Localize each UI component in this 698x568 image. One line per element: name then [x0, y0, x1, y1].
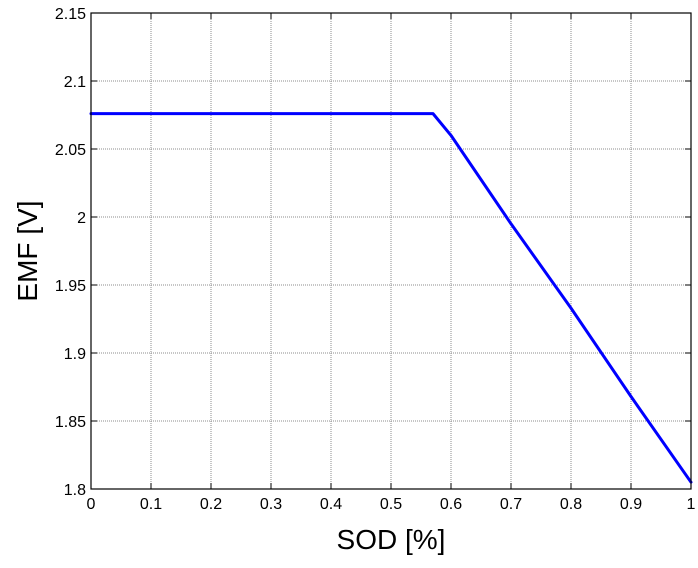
- y-tick-label: 1.9: [64, 346, 86, 363]
- x-tick-label: 0.7: [500, 496, 522, 513]
- series-layer: [89, 112, 693, 484]
- x-tick-label: 0.1: [140, 496, 162, 513]
- ticks: [90, 12, 692, 490]
- x-tick-label: 0.2: [200, 496, 222, 513]
- y-tick-label: 2.15: [55, 6, 86, 23]
- x-tick-label: 0.6: [440, 496, 462, 513]
- tick-labels: 0 0.1 0.2 0.3 0.4 0.5 0.6 0.7 0.8 0.9 1 1.8 1.85 1.9 1…: [55, 6, 696, 513]
- x-tick-label: 1: [687, 496, 696, 513]
- x-tick-label: 0.8: [560, 496, 582, 513]
- grid: [91, 13, 691, 489]
- x-tick-label: 0: [87, 496, 96, 513]
- x-tick-label: 0.5: [380, 496, 402, 513]
- series-line-0: [89, 112, 693, 484]
- x-tick-label: 0.4: [320, 496, 342, 513]
- y-tick-label: 2.1: [64, 74, 86, 91]
- y-axis-title: EMF [V]: [12, 200, 43, 301]
- y-tick-label: 1.8: [64, 482, 86, 499]
- y-tick-label: 2.05: [55, 142, 86, 159]
- y-tick-label: 1.95: [55, 278, 86, 295]
- x-tick-label: 0.9: [620, 496, 642, 513]
- y-tick-label: 2: [77, 210, 86, 227]
- x-tick-label: 0.3: [260, 496, 282, 513]
- y-tick-label: 1.85: [55, 414, 86, 431]
- x-axis-title: SOD [%]: [337, 524, 446, 555]
